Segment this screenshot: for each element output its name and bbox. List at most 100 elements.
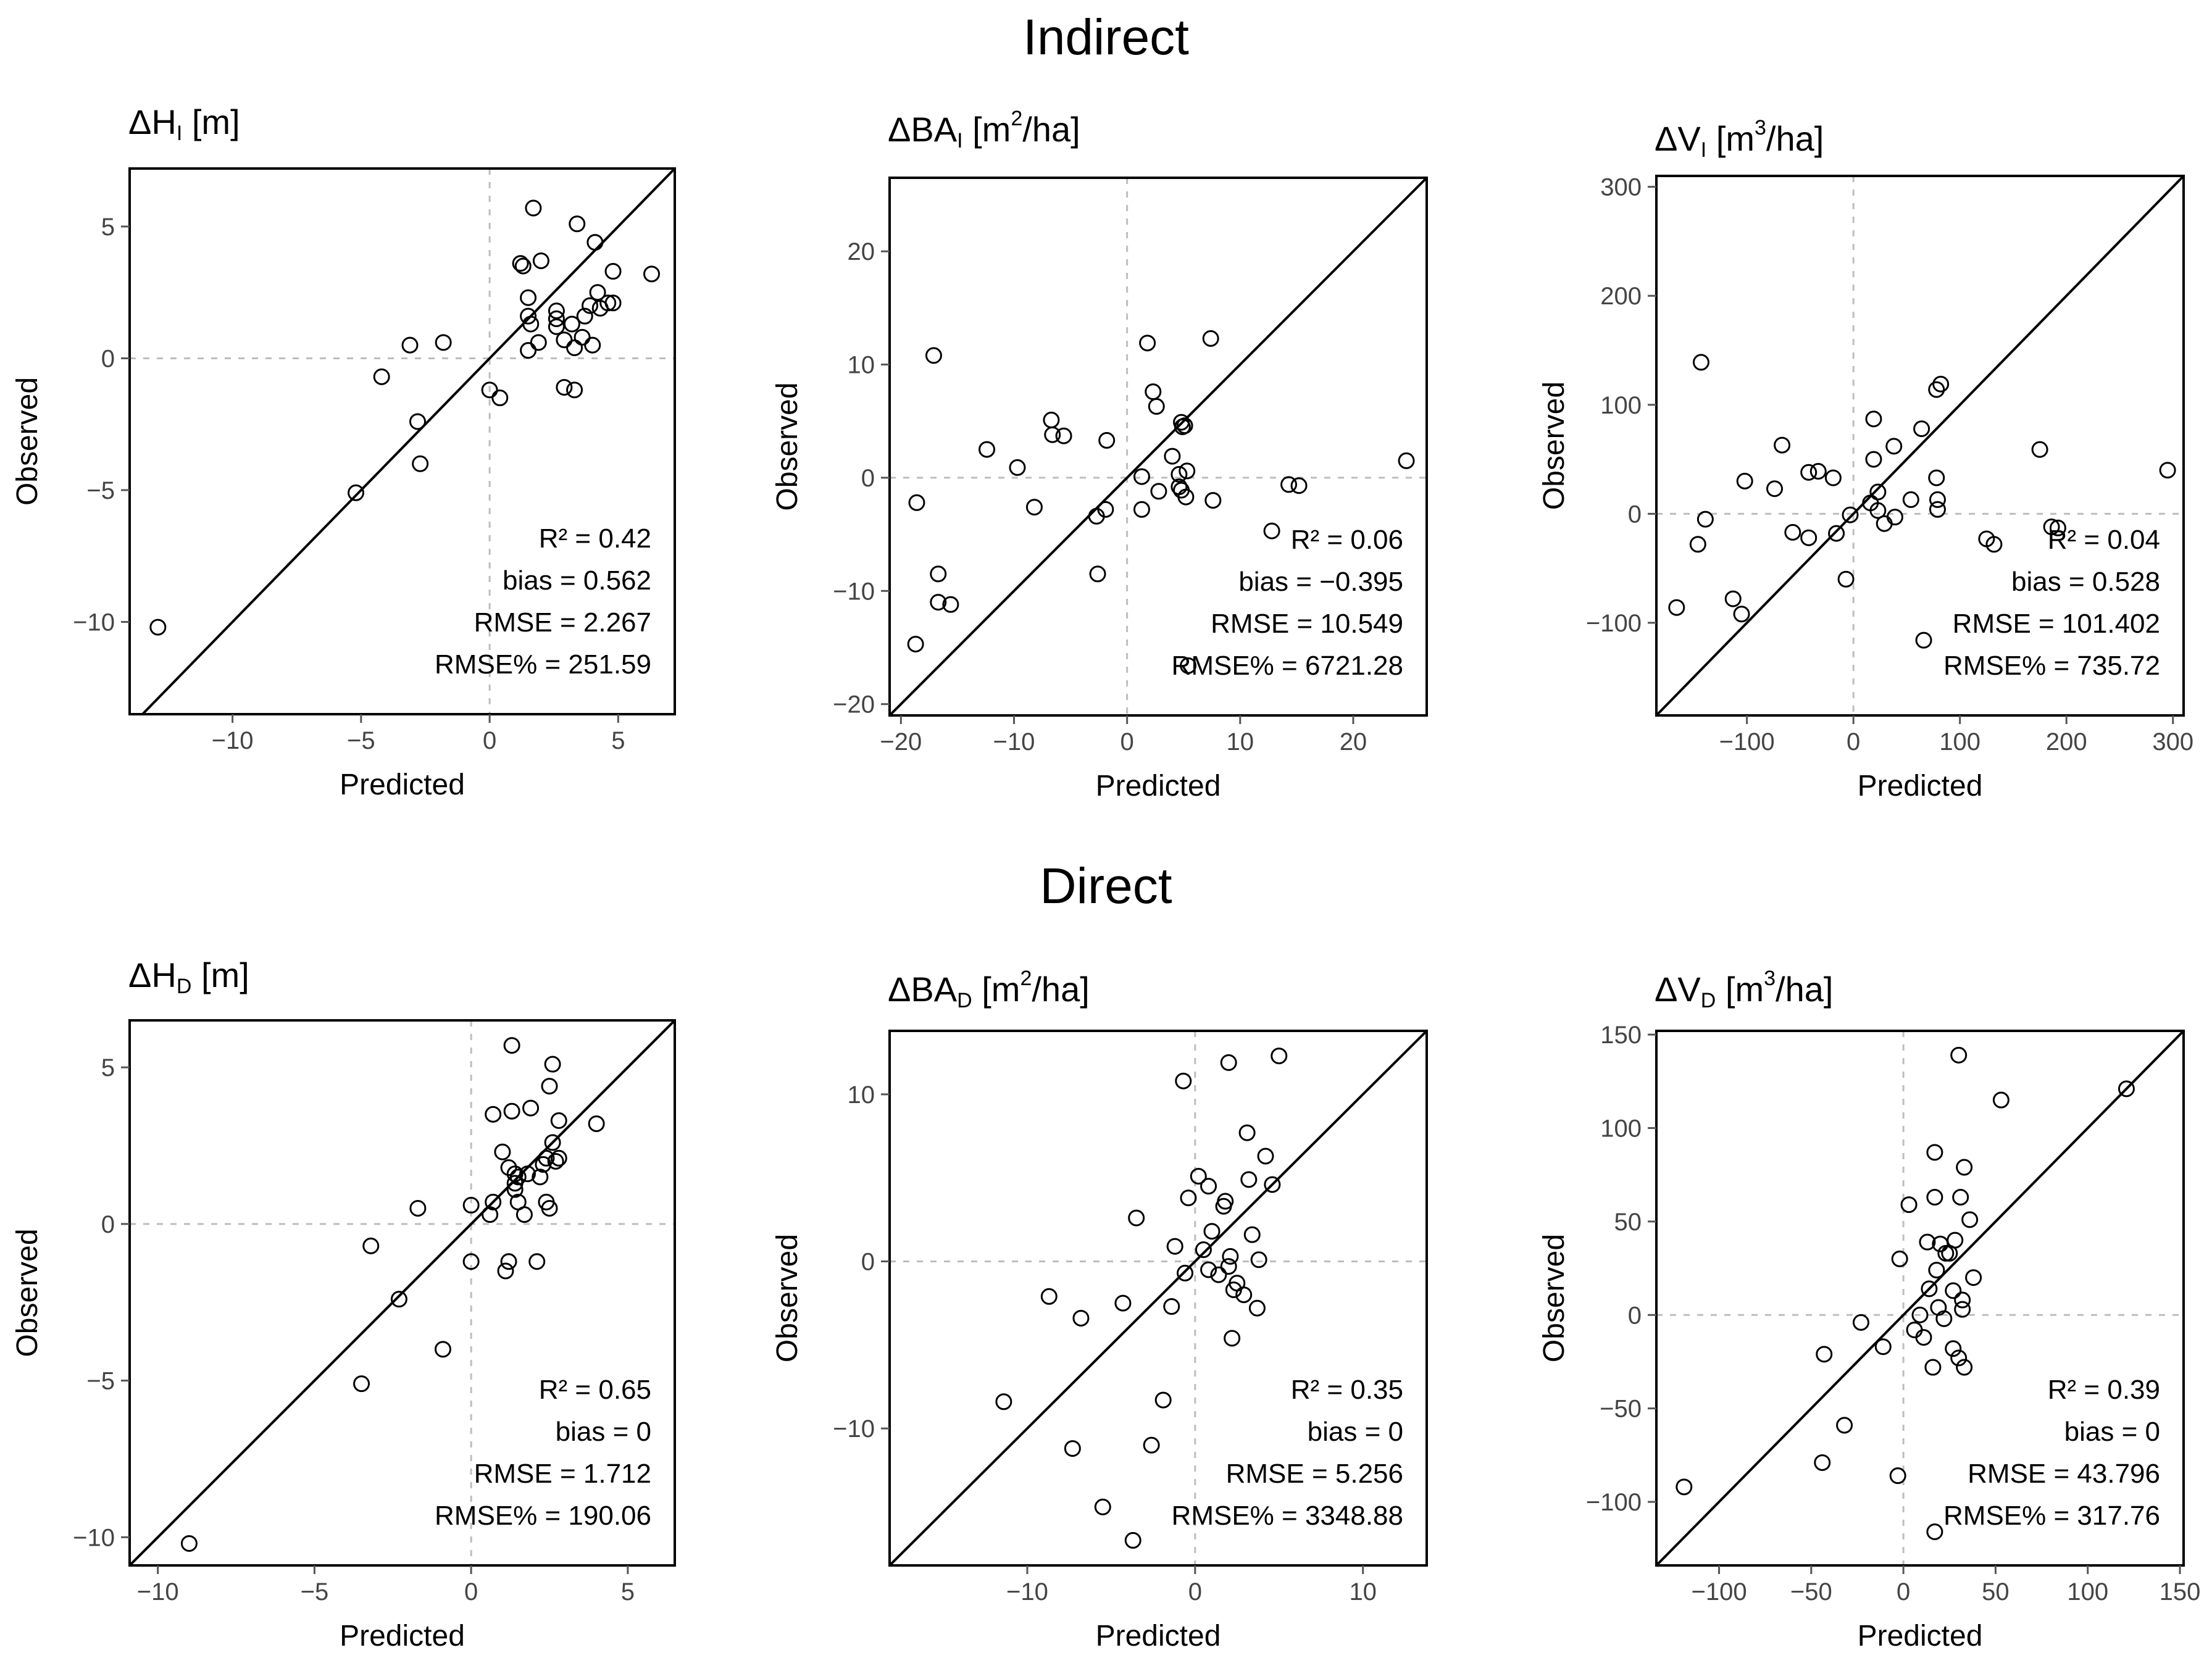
y-tick-label: −100 <box>1586 610 1642 637</box>
stat-rmse-pct: RMSE% = 190.06 <box>435 1501 651 1531</box>
chart-v_i: −100 0 100 200 300 −100 0 100 200 300 Predicted Obs… <box>1538 174 2193 802</box>
x-tick-label: 0 <box>464 1578 478 1606</box>
panel-title-v-indirect: ΔVI [m3/ha] <box>1655 116 1824 162</box>
data-point <box>1992 1091 2010 1109</box>
data-point <box>412 455 429 472</box>
data-point <box>462 1253 480 1270</box>
y-tick-label: 200 <box>1600 283 1642 310</box>
stat-bias: bias = −0.395 <box>1238 567 1403 597</box>
data-point <box>1736 472 1753 490</box>
data-point <box>497 1262 514 1280</box>
data-point <box>353 1375 370 1393</box>
chart-ba_i: −20 −10 0 10 20 −20 −10 0 10 20 Predicted Observed R… <box>771 177 1428 802</box>
data-point <box>1176 417 1193 435</box>
data-point <box>1814 1454 1831 1471</box>
x-tick-label: 100 <box>2067 1578 2108 1606</box>
stat-bias: bias = 0.562 <box>503 565 651 596</box>
x-tick-label: 10 <box>1349 1578 1377 1606</box>
x-axis-title: Predicted <box>1096 1620 1221 1652</box>
data-point <box>1210 1266 1227 1283</box>
data-point <box>1852 1314 1869 1331</box>
data-point <box>1676 1478 1693 1496</box>
data-point <box>409 413 426 430</box>
data-point <box>1025 499 1043 516</box>
data-point <box>1203 1223 1221 1240</box>
data-point <box>373 368 390 385</box>
y-tick-label: −10 <box>73 1524 115 1551</box>
data-point <box>1800 464 1818 481</box>
data-point <box>362 1237 380 1254</box>
y-axis-title: Observed <box>771 1234 804 1362</box>
stat-r2: R² = 0.04 <box>2048 525 2160 555</box>
panel-title-v-direct: ΔVD [m3/ha] <box>1655 967 1834 1012</box>
y-tick-label: 100 <box>1600 1115 1642 1142</box>
data-point <box>1143 1436 1160 1454</box>
data-point <box>2031 441 2048 458</box>
y-tick-label: −10 <box>73 609 115 636</box>
data-point <box>1900 1196 1918 1214</box>
data-point <box>1398 452 1415 469</box>
data-point <box>1163 1298 1180 1315</box>
stat-bias: bias = 0 <box>1308 1417 1403 1447</box>
data-point <box>1040 1288 1058 1305</box>
y-axis-title: Observed <box>11 1228 44 1357</box>
x-tick-label: 5 <box>621 1578 635 1606</box>
data-point <box>979 441 996 458</box>
data-point <box>1009 459 1026 476</box>
data-point <box>1072 1309 1090 1327</box>
data-point <box>1263 522 1280 540</box>
data-point <box>1733 606 1750 623</box>
data-point <box>548 318 565 335</box>
data-point <box>1128 1209 1145 1227</box>
x-tick-label: 150 <box>2160 1578 2201 1606</box>
data-point <box>1200 1261 1217 1278</box>
data-point <box>1865 451 1882 468</box>
data-point <box>1921 1280 1938 1298</box>
data-point <box>348 484 365 501</box>
plot-frame <box>888 177 1428 717</box>
stat-r2: R² = 0.39 <box>2048 1375 2160 1405</box>
data-point <box>538 1149 555 1167</box>
data-point <box>1250 1251 1267 1269</box>
data-point <box>1915 631 1932 649</box>
data-point <box>1824 469 1842 486</box>
plot-frame <box>888 1030 1428 1567</box>
data-point <box>435 334 452 351</box>
data-point <box>1055 427 1072 444</box>
x-tick-label: −5 <box>301 1578 329 1606</box>
data-point <box>556 331 573 349</box>
y-tick-label: 50 <box>1614 1209 1642 1236</box>
data-point <box>1133 468 1150 485</box>
data-point <box>1889 1467 1906 1485</box>
data-point <box>532 1169 549 1186</box>
data-point <box>520 342 537 359</box>
stat-rmse: RMSE = 43.796 <box>1968 1459 2160 1489</box>
data-point <box>1235 1286 1253 1304</box>
data-point <box>1954 1291 1971 1309</box>
x-tick-label: 0 <box>1897 1578 1910 1606</box>
data-point <box>1145 383 1162 401</box>
x-tick-label: −5 <box>347 727 375 754</box>
y-tick-label: 20 <box>848 238 875 265</box>
data-point <box>1180 657 1197 674</box>
data-point <box>503 1037 520 1054</box>
stat-rmse-pct: RMSE% = 251.59 <box>435 649 651 680</box>
data-point <box>1869 483 1887 501</box>
data-point <box>2159 462 2176 479</box>
y-axis-title: Observed <box>771 382 804 510</box>
data-point <box>485 1193 502 1210</box>
data-point <box>1929 501 1946 518</box>
data-point <box>566 339 583 356</box>
data-point <box>1133 501 1150 518</box>
data-point <box>1906 1321 1923 1338</box>
x-tick-label: 300 <box>2152 728 2193 756</box>
data-point <box>1668 599 1685 616</box>
data-point <box>512 255 529 272</box>
data-point <box>1874 1338 1892 1356</box>
chart-h_d: −10 −5 0 5 −10 −5 0 5 Predicted Observed R² = 0.65… <box>11 1019 676 1652</box>
y-tick-label: 0 <box>101 345 115 372</box>
data-point <box>1869 502 1887 519</box>
data-point <box>1222 1248 1239 1265</box>
data-point <box>506 1181 524 1198</box>
